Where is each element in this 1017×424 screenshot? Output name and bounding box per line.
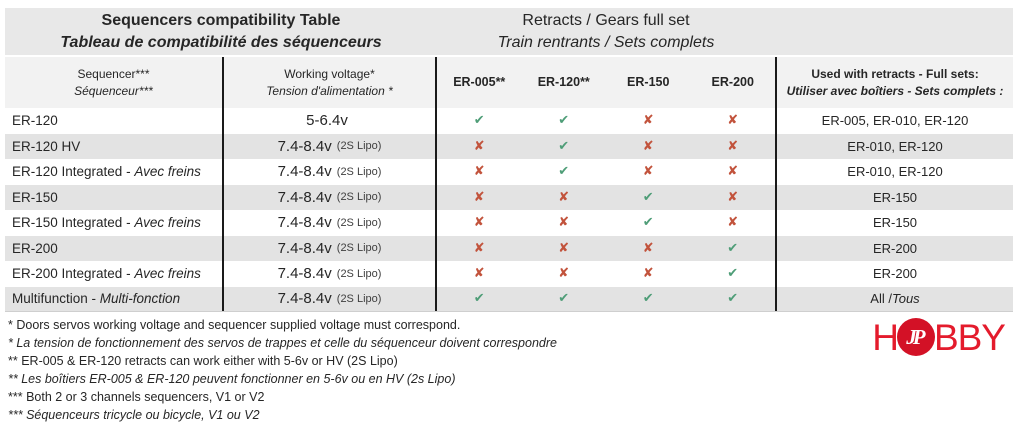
cross-icon: ✘	[642, 266, 654, 282]
sequencer-name: ER-200 Integrated - Avec freins	[12, 266, 201, 282]
column-header-er005: ER-005**	[453, 75, 506, 89]
check-icon: ✔	[473, 291, 485, 307]
sequencer-name: ER-200	[12, 240, 58, 256]
column-header-er120: ER-120**	[537, 75, 590, 89]
check-icon: ✔	[642, 189, 654, 205]
used-with-retracts: ER-005, ER-010, ER-120	[775, 108, 1013, 134]
used-with-retracts: ER-200	[775, 261, 1013, 287]
cross-icon: ✘	[558, 215, 570, 231]
used-with-retracts: ER-150	[775, 210, 1013, 236]
cross-icon: ✘	[642, 164, 654, 180]
working-voltage: 7.4-8.4v (2S Lipo)	[222, 210, 437, 236]
footnotes: * Doors servos working voltage and seque…	[5, 316, 1013, 424]
working-voltage: 5-6.4v	[222, 108, 437, 134]
sequencer-column-header: Sequencer*** Séquenceur***	[74, 66, 153, 98]
sequencer-name: ER-120 HV	[12, 138, 81, 154]
table-title-fr: Tableau de compatibilité des séquenceurs	[60, 33, 382, 51]
logo-jp-monogram: JP	[906, 324, 925, 349]
footnote: *** Séquenceurs tricycle ou bicycle, V1 …	[8, 408, 260, 422]
working-voltage: 7.4-8.4v (2S Lipo)	[222, 159, 437, 185]
cross-icon: ✘	[558, 266, 570, 282]
title-band-spacer	[775, 8, 1013, 55]
left-title: Sequencers compatibility Table Tableau d…	[5, 8, 437, 55]
footnote: ** ER-005 & ER-120 retracts can work eit…	[8, 354, 398, 368]
working-voltage: 7.4-8.4v (2S Lipo)	[222, 235, 437, 261]
sequencer-name: ER-120 Integrated - Avec freins	[12, 164, 201, 180]
logo-letter-h: H	[872, 316, 899, 358]
logo-jp-circle-icon: JP	[896, 318, 935, 356]
sequencer-name: ER-150 Integrated - Avec freins	[12, 215, 201, 231]
check-icon: ✔	[642, 291, 654, 307]
column-header-er150: ER-150	[627, 75, 670, 89]
column-header-row: Sequencer*** Séquenceur*** Working volta…	[5, 57, 1013, 108]
used-with-retracts: All / Tous	[775, 286, 1013, 311]
used-with-retracts: ER-200	[775, 235, 1013, 261]
cross-icon: ✘	[642, 240, 654, 256]
title-band: Sequencers compatibility Table Tableau d…	[5, 8, 1013, 57]
check-icon: ✔	[558, 291, 570, 307]
cross-icon: ✘	[558, 189, 570, 205]
cross-icon: ✘	[727, 189, 739, 205]
cross-icon: ✘	[727, 215, 739, 231]
cross-icon: ✘	[727, 113, 739, 129]
cross-icon: ✘	[473, 189, 485, 205]
voltage-column-header: Working voltage* Tension d'alimentation …	[222, 57, 437, 108]
column-header-er200: ER-200	[711, 75, 754, 89]
used-with-retracts: ER-150	[775, 184, 1013, 210]
used-with-column-header: Used with retracts - Full sets: Utiliser…	[775, 57, 1013, 108]
table-row: ER-120 HV 7.4-8.4v (2S Lipo) ✘ ✔ ✘ ✘ ER-0…	[5, 133, 1013, 159]
table-row: ER-150 Integrated - Avec freins 7.4-8.4v…	[5, 210, 1013, 236]
retracts-title-en: Retracts / Gears full set	[522, 11, 690, 29]
cross-icon: ✘	[558, 240, 570, 256]
logo-letters-bby: BBY	[933, 316, 1006, 358]
check-icon: ✔	[473, 113, 485, 129]
footnote: ** Les boîtiers ER-005 & ER-120 peuvent …	[8, 372, 456, 386]
footnote: *** Both 2 or 3 channels sequencers, V1 …	[8, 390, 265, 404]
used-with-retracts: ER-010, ER-120	[775, 159, 1013, 185]
check-icon: ✔	[727, 291, 739, 307]
working-voltage: 7.4-8.4v (2S Lipo)	[222, 133, 437, 159]
cross-icon: ✘	[727, 164, 739, 180]
footnote: * Doors servos working voltage and seque…	[8, 318, 461, 332]
retracts-title-fr: Train rentrants / Sets complets	[497, 33, 715, 51]
table-row: ER-200 Integrated - Avec freins 7.4-8.4v…	[5, 261, 1013, 287]
right-title: Retracts / Gears full set Train rentrant…	[437, 8, 775, 55]
cross-icon: ✘	[473, 164, 485, 180]
check-icon: ✔	[727, 240, 739, 256]
table-row: ER-200 7.4-8.4v (2S Lipo) ✘ ✘ ✘ ✔ ER-200	[5, 235, 1013, 261]
check-icon: ✔	[558, 164, 570, 180]
cross-icon: ✘	[473, 215, 485, 231]
cross-icon: ✘	[642, 138, 654, 154]
check-icon: ✔	[727, 266, 739, 282]
jp-hobby-logo: H JP BBY	[872, 316, 1006, 358]
sequencer-name: Multifunction - Multi-fonction	[12, 291, 181, 307]
cross-icon: ✘	[727, 138, 739, 154]
used-with-retracts: ER-010, ER-120	[775, 133, 1013, 159]
table-row: ER-120 5-6.4v ✔ ✔ ✘ ✘ ER-005, ER-010, ER…	[5, 108, 1013, 134]
sequencer-name: ER-120	[12, 113, 58, 129]
compatibility-table: Sequencers compatibility Table Tableau d…	[5, 8, 1013, 312]
working-voltage: 7.4-8.4v (2S Lipo)	[222, 286, 437, 311]
cross-icon: ✘	[473, 266, 485, 282]
table-row: ER-120 Integrated - Avec freins 7.4-8.4v…	[5, 159, 1013, 185]
table-row: ER-150 7.4-8.4v (2S Lipo) ✘ ✘ ✔ ✘ ER-150	[5, 184, 1013, 210]
sequencer-name: ER-150	[12, 189, 58, 205]
working-voltage: 7.4-8.4v (2S Lipo)	[222, 184, 437, 210]
cross-icon: ✘	[473, 240, 485, 256]
cross-icon: ✘	[473, 138, 485, 154]
check-icon: ✔	[558, 113, 570, 129]
footnote: * La tension de fonctionnement des servo…	[8, 336, 557, 350]
cross-icon: ✘	[642, 113, 654, 129]
table-title-en: Sequencers compatibility Table	[101, 11, 341, 29]
working-voltage: 7.4-8.4v (2S Lipo)	[222, 261, 437, 287]
check-icon: ✔	[642, 215, 654, 231]
table-row: Multifunction - Multi-fonction 7.4-8.4v(…	[5, 286, 1013, 312]
check-icon: ✔	[558, 138, 570, 154]
